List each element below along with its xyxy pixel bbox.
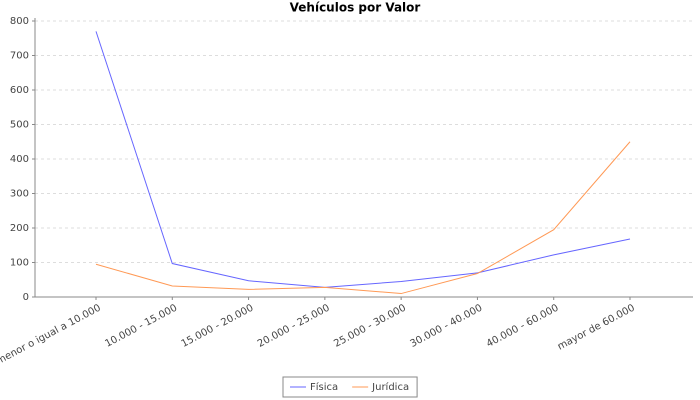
y-tick-label: 400 [10,154,29,165]
legend-box [282,376,418,398]
line-series [95,31,631,288]
chart-title: Vehículos por Valor [290,1,421,15]
y-tick-label: 100 [10,258,29,269]
y-tick-label: 700 [10,51,29,62]
y-tick-label: 200 [10,223,29,234]
legend-label: Jurídica [371,381,409,393]
line-series [95,141,631,295]
y-tick-label: 500 [10,120,29,131]
legend: Física Jurídica [282,376,418,398]
y-tick-label: 800 [10,16,29,27]
y-tick-label: 0 [23,292,29,303]
legend-label: Física [310,381,338,393]
y-tick-label: 600 [10,85,29,96]
y-tick-label: 300 [10,189,29,200]
